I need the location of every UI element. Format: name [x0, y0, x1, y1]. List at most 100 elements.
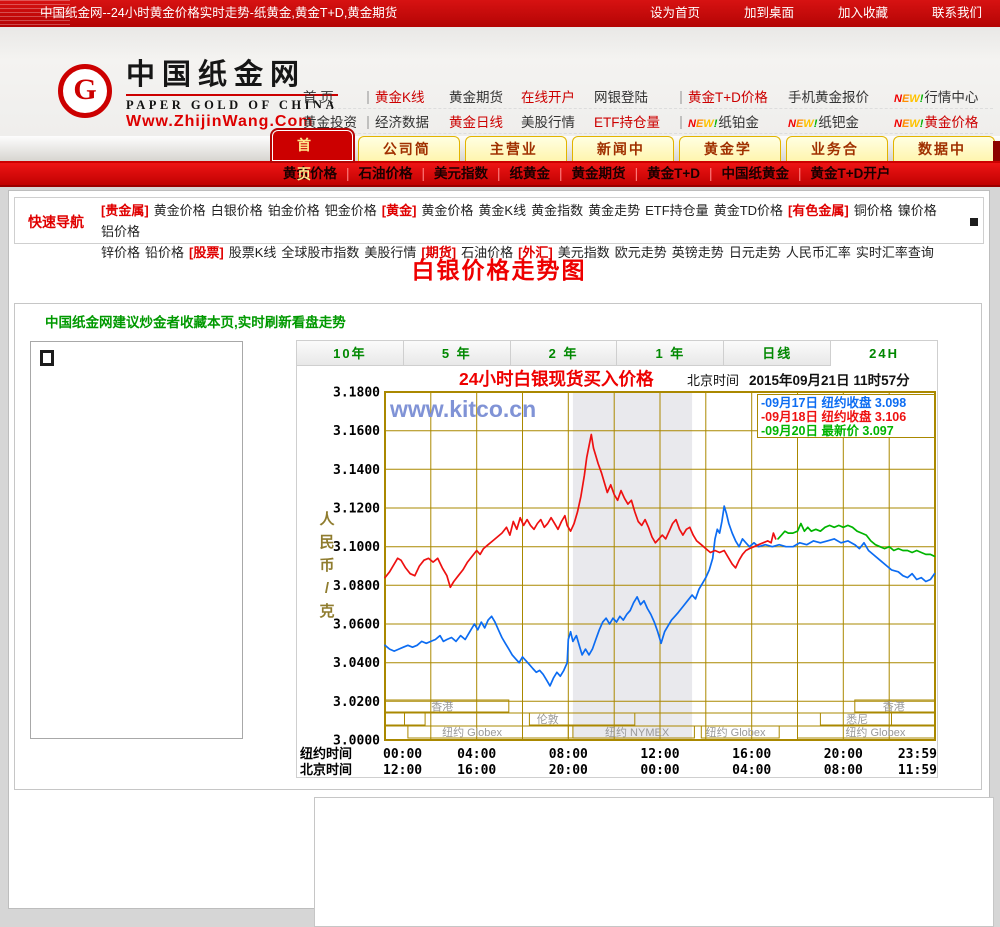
quicknav-link[interactable]: 铅价格 — [145, 245, 185, 260]
chart-tab-10年[interactable]: 10年 — [297, 341, 404, 366]
quicknav-link[interactable]: 人民币汇率 — [785, 245, 851, 260]
topnav-link[interactable]: 网银登陆 — [594, 86, 674, 106]
quicknav-link[interactable]: 铂金价格 — [267, 203, 320, 218]
quicknav-link[interactable]: 黄金价格 — [153, 203, 206, 218]
topbar-link[interactable]: 加入收藏 — [837, 6, 888, 20]
session-box — [854, 699, 936, 713]
topnav-link-label: 纸钯金 — [818, 115, 859, 130]
tab-item[interactable]: 数据中心 — [892, 136, 995, 181]
quicknav-link[interactable]: 钯金价格 — [324, 203, 377, 218]
quicknav-link[interactable]: 铜价格 — [853, 203, 893, 218]
new-badge-letter: N — [894, 118, 902, 130]
topnav-link[interactable]: 手机黄金报价 — [788, 86, 894, 106]
quicknav-link[interactable]: 欧元走势 — [614, 245, 667, 260]
new-badge-letter: E — [795, 118, 804, 130]
y-axis-title-char: / — [325, 580, 330, 597]
session-label: 香港 — [431, 700, 453, 713]
x-tick-label: 20:00 — [549, 763, 588, 776]
quicknav-link[interactable]: 英镑走势 — [671, 245, 724, 260]
quicknav-category[interactable]: [有色金属] — [788, 203, 849, 218]
x-axis-row-label: 北京时间 — [300, 762, 352, 776]
new-badge: NEW! — [894, 93, 923, 105]
chart-tab-日线[interactable]: 日线 — [724, 341, 832, 366]
tab-item[interactable]: 黄金学院 — [678, 136, 781, 181]
y-tick-label: 3.0800 — [333, 579, 380, 594]
quicknav-link[interactable]: 黄金价格 — [421, 203, 474, 218]
quicknav-link[interactable]: 全球股市指数 — [281, 245, 360, 260]
subnav-link[interactable]: 黄金T+D — [647, 166, 700, 181]
topnav-link[interactable]: NEW!行情中心 — [894, 86, 993, 106]
topnav-link[interactable]: 黄金期货 — [449, 86, 521, 106]
quicknav-link[interactable]: 黄金K线 — [478, 203, 527, 218]
topnav-link[interactable]: 黄金日线 — [449, 111, 521, 131]
chart-tab-1年[interactable]: 1 年 — [617, 341, 725, 366]
session-label: 纽约 Globex — [442, 725, 502, 739]
quicknav-link[interactable]: 日元走势 — [728, 245, 781, 260]
plot-border — [384, 391, 936, 741]
subnav-link[interactable]: 纸黄金 — [509, 166, 551, 181]
quicknav-link[interactable]: 铝价格 — [101, 224, 141, 239]
topnav-link[interactable]: NEW!纸铂金 — [688, 111, 788, 131]
topnav-link[interactable]: 经济数据 — [375, 111, 449, 131]
tab-item[interactable]: 业务合作 — [785, 136, 888, 181]
quicknav-category[interactable]: [黄金] — [381, 203, 417, 218]
topbar-link[interactable]: 设为首页 — [649, 6, 700, 20]
tab-home-active[interactable]: 首 页 — [270, 128, 355, 182]
tab-item[interactable]: 新闻中心 — [571, 136, 674, 181]
subnav-link[interactable]: 黄金价格 — [283, 166, 337, 181]
chart-tab-24H[interactable]: 24H — [831, 341, 937, 366]
session-label: 纽约 Globex — [706, 725, 766, 739]
chart-tab-2年[interactable]: 2 年 — [510, 341, 618, 366]
session-label: 香港 — [883, 700, 905, 713]
divider: | — [679, 88, 683, 104]
chart-tab-5年[interactable]: 5 年 — [403, 341, 511, 366]
quicknav-link[interactable]: 黄金TD价格 — [713, 203, 784, 218]
topnav-link[interactable]: ETF持仓量 — [594, 111, 674, 131]
subnav-link[interactable]: 石油价格 — [358, 166, 413, 181]
quicknav-link[interactable]: 镍价格 — [897, 203, 937, 218]
site-logo[interactable]: G 中国纸金网 PAPER GOLD OF CHINA Www.ZhijinWa… — [58, 51, 338, 131]
quicknav-link[interactable]: 美元指数 — [557, 245, 610, 260]
x-tick-label: 00:00 — [640, 763, 679, 776]
subnav-link[interactable]: 黄金T+D开户 — [810, 166, 891, 181]
chart-title: 24小时白银现货买入价格 — [459, 369, 654, 389]
new-badge-letter: ! — [813, 118, 818, 130]
quicknav-link[interactable]: 实时汇率查询 — [855, 245, 934, 260]
quicknav-link[interactable]: 黄金指数 — [531, 203, 584, 218]
topnav-link[interactable]: 黄金K线 — [375, 86, 449, 106]
topnav-link[interactable]: 黄金T+D价格 — [688, 86, 788, 106]
topbar-link[interactable]: 联系我们 — [931, 6, 982, 20]
session-box — [797, 725, 936, 739]
quicknav-category[interactable]: [外汇] — [518, 245, 553, 260]
quicknav-link[interactable]: 锌价格 — [101, 245, 141, 260]
series-09月17日 — [384, 505, 936, 687]
topbar-link[interactable]: 加到桌面 — [743, 6, 794, 20]
topnav-link-label: 纸铂金 — [718, 115, 759, 130]
quicknav-link[interactable]: 黄金走势 — [588, 203, 641, 218]
quicknav-link[interactable]: 美股行情 — [364, 245, 417, 260]
tab-item[interactable]: 主营业务 — [464, 136, 567, 181]
topnav-link[interactable]: 首 页 — [303, 86, 361, 106]
quicknav-category[interactable]: [股票] — [189, 245, 224, 260]
quicknav-link[interactable]: 石油价格 — [461, 245, 514, 260]
subnav-link[interactable]: 美元指数 — [434, 166, 489, 181]
quicknav-link[interactable]: 白银价格 — [210, 203, 263, 218]
topnav-link-label: 网银登陆 — [594, 90, 648, 105]
topnav-link-label: 经济数据 — [375, 115, 429, 130]
topnav-link[interactable]: 美股行情 — [521, 111, 594, 131]
topnav-link[interactable]: 在线开户 — [521, 86, 594, 106]
quicknav-link[interactable]: 股票K线 — [228, 245, 277, 260]
subnav-link[interactable]: 黄金期货 — [571, 166, 626, 181]
y-tick-label: 3.1600 — [333, 424, 380, 439]
legend-entry: -09月18日 纽约收盘 3.106 — [761, 409, 906, 424]
subnav-link[interactable]: 中国纸黄金 — [721, 166, 789, 181]
quicknav-category[interactable]: [期货] — [421, 245, 457, 260]
topnav-link[interactable]: NEW!纸钯金 — [788, 111, 894, 131]
quicknav-category[interactable]: [贵金属] — [101, 203, 149, 218]
quicknav-link[interactable]: ETF持仓量 — [645, 203, 709, 218]
topnav-link[interactable]: NEW!黄金价格 — [894, 111, 993, 131]
topnav-link[interactable]: 黄金投资 — [303, 111, 361, 131]
tab-item[interactable]: 公司简介 — [357, 136, 460, 181]
session-label: 纽约 Globex — [845, 725, 905, 739]
